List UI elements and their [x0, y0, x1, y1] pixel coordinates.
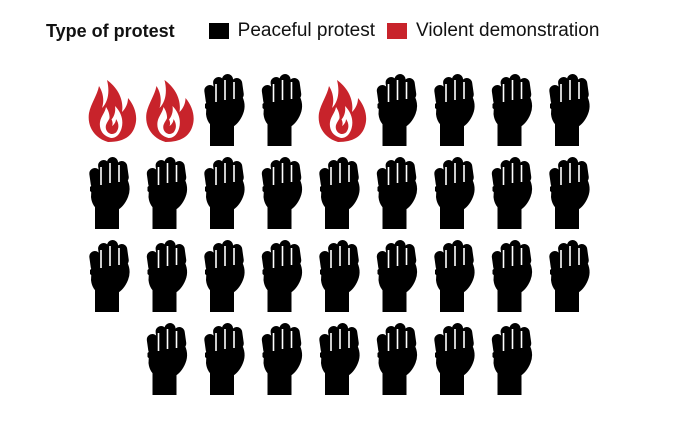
raised-fist-icon [204, 74, 245, 146]
raised-fist-icon [549, 157, 590, 229]
flame-icon [88, 80, 137, 142]
raised-fist-icon [89, 157, 130, 229]
raised-fist-icon [434, 74, 475, 146]
raised-fist-icon [491, 323, 533, 395]
raised-fist-icon [319, 323, 360, 395]
raised-fist-icon [491, 74, 533, 146]
flame-icon [146, 80, 194, 142]
legend-swatch-peaceful [208, 23, 229, 39]
raised-fist-icon [146, 323, 188, 395]
raised-fist-icon [434, 323, 475, 395]
legend-label-peaceful: Peaceful protest [237, 20, 375, 41]
legend-item-violent: Violent demonstration [386, 20, 600, 42]
raised-fist-icon [434, 157, 475, 229]
raised-fist-icon [204, 240, 245, 312]
raised-fist-icon [204, 323, 245, 395]
raised-fist-icon [434, 240, 475, 312]
raised-fist-icon [549, 240, 590, 312]
raised-fist-icon [261, 323, 303, 395]
flame-icon [318, 80, 367, 142]
raised-fist-icon [319, 157, 360, 229]
raised-fist-icon [146, 240, 188, 312]
legend-item-peaceful: Peaceful protest [208, 20, 375, 42]
raised-fist-icon [549, 74, 590, 146]
legend: Type of protest Peaceful protest Violent… [46, 18, 611, 44]
raised-fist-icon [376, 157, 418, 229]
legend-label-violent: Violent demonstration [415, 20, 600, 41]
raised-fist-icon [376, 74, 418, 146]
raised-fist-icon [491, 240, 533, 312]
legend-swatch-violent [386, 23, 407, 39]
raised-fist-icon [319, 240, 360, 312]
raised-fist-icon [204, 157, 245, 229]
legend-title: Type of protest [46, 20, 175, 41]
raised-fist-icon [146, 157, 188, 229]
raised-fist-icon [491, 157, 533, 229]
raised-fist-icon [261, 240, 303, 312]
raised-fist-icon [261, 74, 303, 146]
raised-fist-icon [89, 240, 130, 312]
raised-fist-icon [376, 240, 418, 312]
raised-fist-icon [261, 157, 303, 229]
raised-fist-icon [376, 323, 418, 395]
